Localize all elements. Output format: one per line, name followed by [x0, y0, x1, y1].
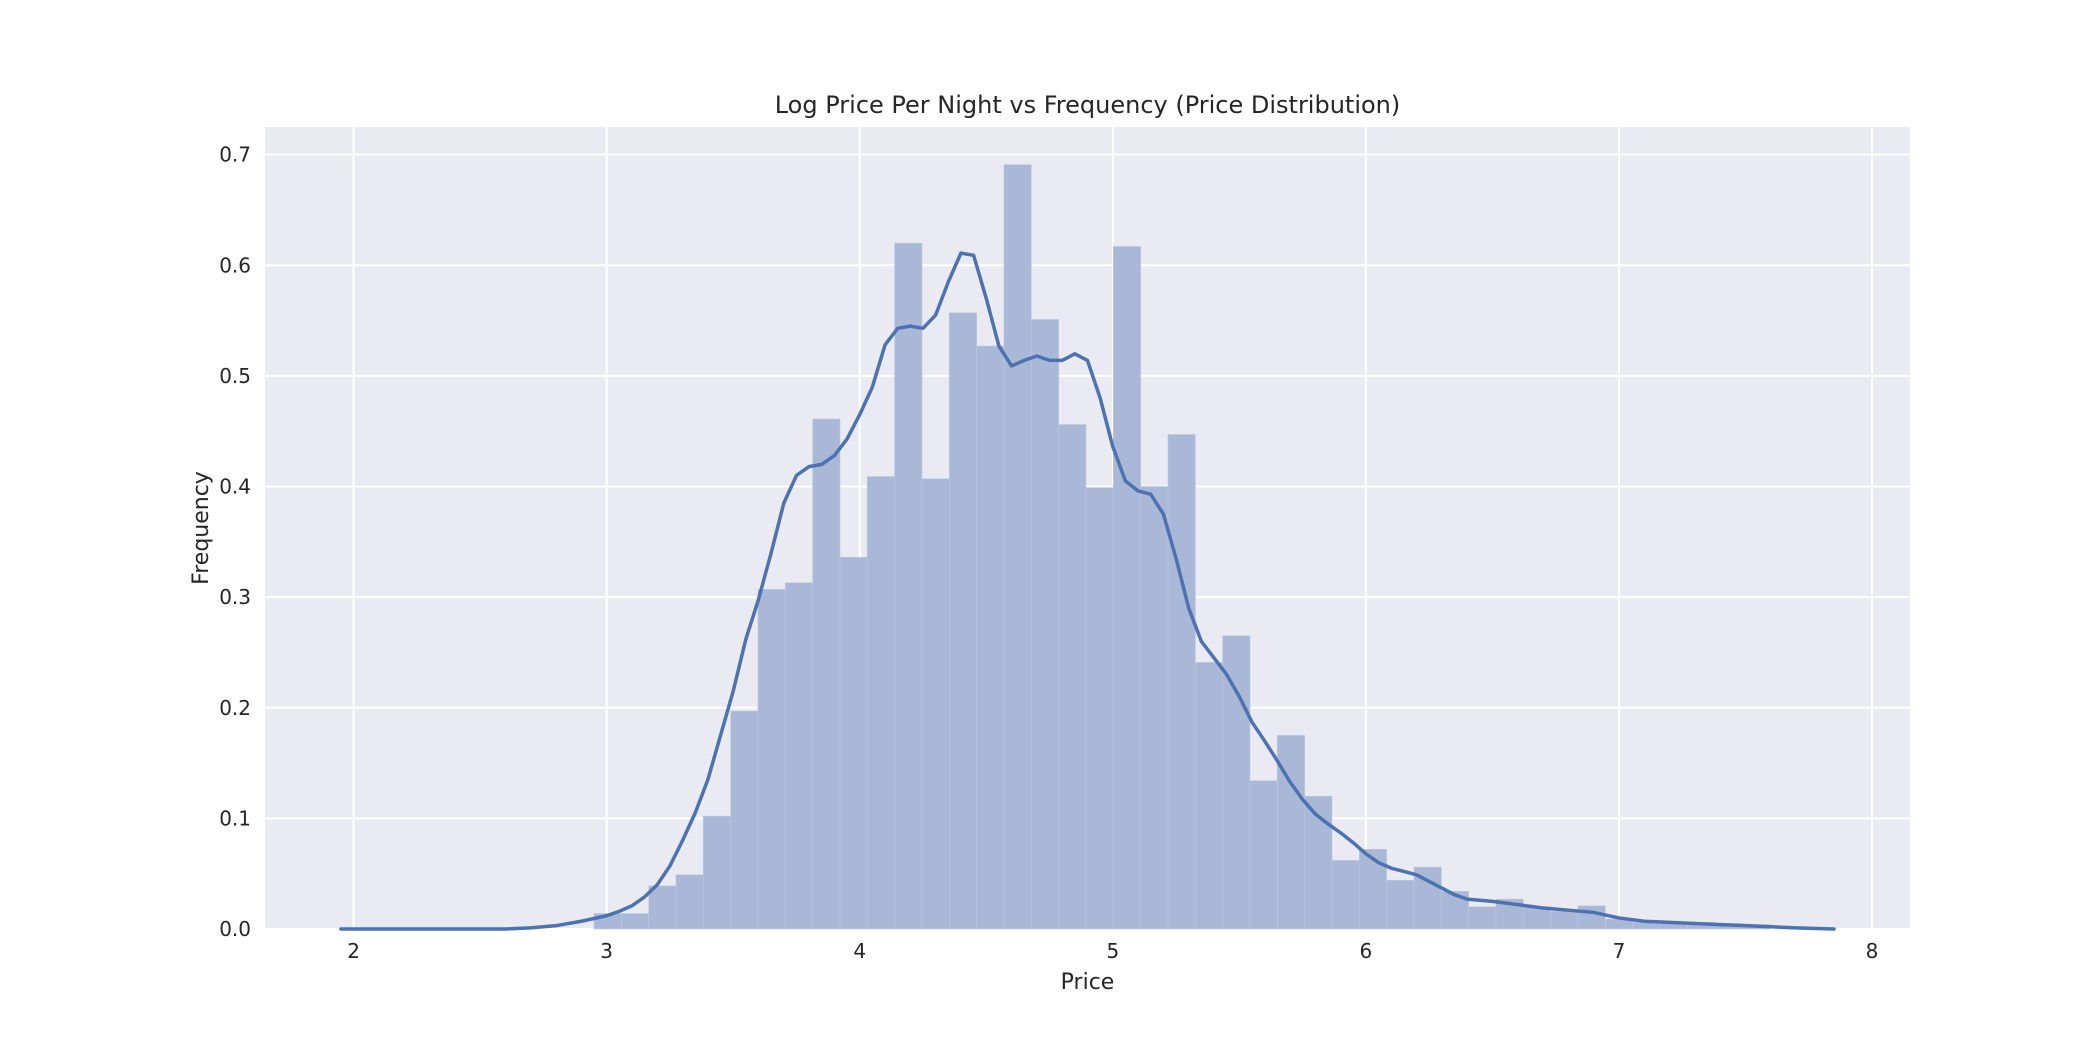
histogram-bar	[894, 242, 923, 930]
y-tick-label: 0.4	[219, 475, 251, 499]
histogram-bar	[730, 710, 759, 930]
chart-title: Log Price Per Night vs Frequency (Price …	[775, 91, 1401, 119]
y-tick-label: 0.5	[219, 364, 251, 388]
y-axis-label: Frequency	[189, 471, 214, 585]
y-tick-label: 0.2	[219, 696, 251, 720]
histogram-bar	[675, 874, 704, 930]
histogram-bar	[1577, 905, 1606, 930]
histogram-bar	[976, 345, 1005, 930]
kde-line	[339, 251, 1836, 931]
y-tick-label: 0.1	[219, 806, 251, 830]
x-tick-label: 2	[347, 939, 360, 963]
x-tick-label: 4	[853, 939, 866, 963]
histogram-bar	[1522, 906, 1551, 930]
histogram-bar	[1331, 860, 1360, 930]
histogram-bar	[1140, 486, 1169, 930]
histogram-bar	[949, 312, 977, 930]
histogram-bar	[1359, 849, 1387, 930]
histogram-bar	[1058, 424, 1087, 930]
y-tick-label: 0.6	[219, 253, 251, 277]
x-axis-label: Price	[1061, 970, 1115, 995]
x-tick-label: 7	[1613, 939, 1626, 963]
histogram-bar	[1550, 911, 1579, 930]
x-tick-label: 5	[1106, 939, 1119, 963]
y-tick-label: 0.0	[219, 917, 251, 941]
y-tick-label: 0.3	[219, 585, 251, 609]
y-tick-label: 0.7	[219, 143, 251, 167]
histogram-bar	[1113, 246, 1141, 930]
histogram-bar	[1468, 906, 1497, 930]
histogram-bar	[648, 885, 677, 930]
histogram-bar	[921, 478, 950, 930]
x-tick-label: 6	[1360, 939, 1373, 963]
histogram-bar	[1386, 880, 1415, 930]
x-axis-ticks: 2 3 4 5 6 7 8	[347, 939, 1878, 963]
histogram-bar	[1167, 434, 1196, 930]
histogram-bar	[1003, 164, 1032, 930]
kde-curve-group	[339, 251, 1836, 931]
histogram-bar	[867, 476, 895, 930]
histogram-bar	[812, 418, 841, 930]
histogram-bar	[839, 557, 868, 930]
y-axis-ticks: 0.0 0.1 0.2 0.3 0.4 0.5 0.6 0.7	[219, 143, 251, 941]
histogram-bar	[1249, 780, 1278, 930]
x-tick-label: 8	[1866, 939, 1879, 963]
histogram-bar	[1031, 319, 1059, 930]
histogram-bar	[757, 589, 786, 930]
histogram-bar	[1085, 487, 1114, 930]
histogram-bar	[621, 913, 649, 930]
histogram-bar	[1222, 635, 1251, 930]
histogram-bar	[1195, 662, 1223, 930]
x-tick-label: 3	[600, 939, 613, 963]
histogram-bar	[785, 582, 813, 930]
histogram-bar	[703, 815, 731, 930]
histogram-bars	[593, 164, 1770, 930]
